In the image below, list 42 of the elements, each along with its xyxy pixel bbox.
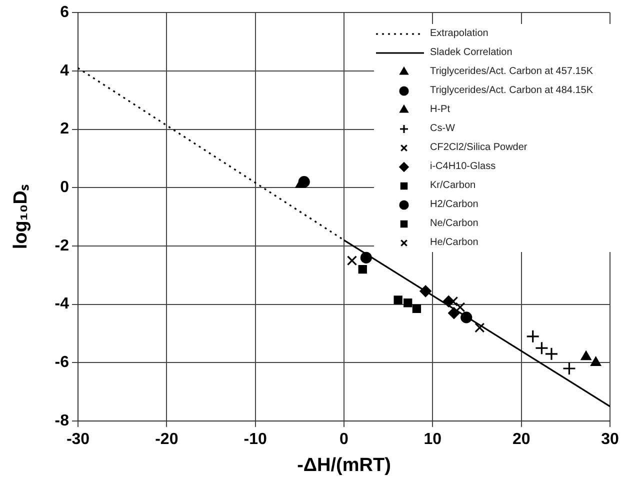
- y-axis-title: log₁₀Dₛ: [10, 184, 32, 250]
- y-tick-label: -4: [54, 296, 70, 313]
- y-tick-label: 2: [60, 120, 70, 138]
- y-tick-label: -8: [54, 412, 70, 430]
- legend-label: Triglycerides/Act. Carbon at 457.15K: [430, 66, 594, 77]
- legend-label: Ne/Carbon: [430, 218, 478, 229]
- y-tick-label: 4: [60, 62, 70, 80]
- x-tick-label: -20: [155, 431, 178, 448]
- x-tick-label: -10: [244, 431, 267, 448]
- point: [562, 362, 576, 376]
- point: [412, 304, 422, 314]
- legend-label: Extrapolation: [430, 28, 488, 39]
- x-tick-label: -30: [66, 431, 90, 448]
- legend-label: i-C4H10-Glass: [430, 161, 496, 172]
- legend-label: Cs-W: [430, 123, 455, 134]
- x-axis-title: -ΔH/(mRT): [297, 454, 391, 476]
- y-tick-label: -2: [54, 237, 70, 254]
- x-tick-label: 30: [601, 431, 619, 448]
- legend-label: CF2Cl2/Silica Powder: [430, 142, 528, 153]
- point: [394, 296, 402, 304]
- y-tick-label: -6: [54, 354, 70, 372]
- x-tick-label: 20: [512, 431, 530, 448]
- x-tick-label: 0: [340, 431, 349, 448]
- point: [590, 356, 601, 366]
- point: [346, 256, 358, 266]
- point: [544, 347, 558, 361]
- legend-label: Sladek Correlation: [430, 47, 512, 58]
- x-tick-label: 10: [424, 431, 442, 448]
- legend-label: Kr/Carbon: [430, 180, 476, 191]
- point: [455, 302, 466, 312]
- point: [534, 341, 549, 355]
- point: [358, 264, 367, 274]
- point: [474, 322, 485, 333]
- point: [526, 330, 540, 344]
- y-tick-label: 0: [60, 179, 70, 196]
- legend-label: He/Carbon: [430, 237, 478, 248]
- legend-label: H-Pt: [430, 104, 450, 115]
- point: [580, 351, 592, 360]
- point: [404, 298, 412, 308]
- y-tick-label: 6: [60, 4, 70, 22]
- legend-label: H2/Carbon: [430, 199, 478, 210]
- legend-label: Triglycerides/Act. Carbon at 484.15K: [430, 85, 594, 96]
